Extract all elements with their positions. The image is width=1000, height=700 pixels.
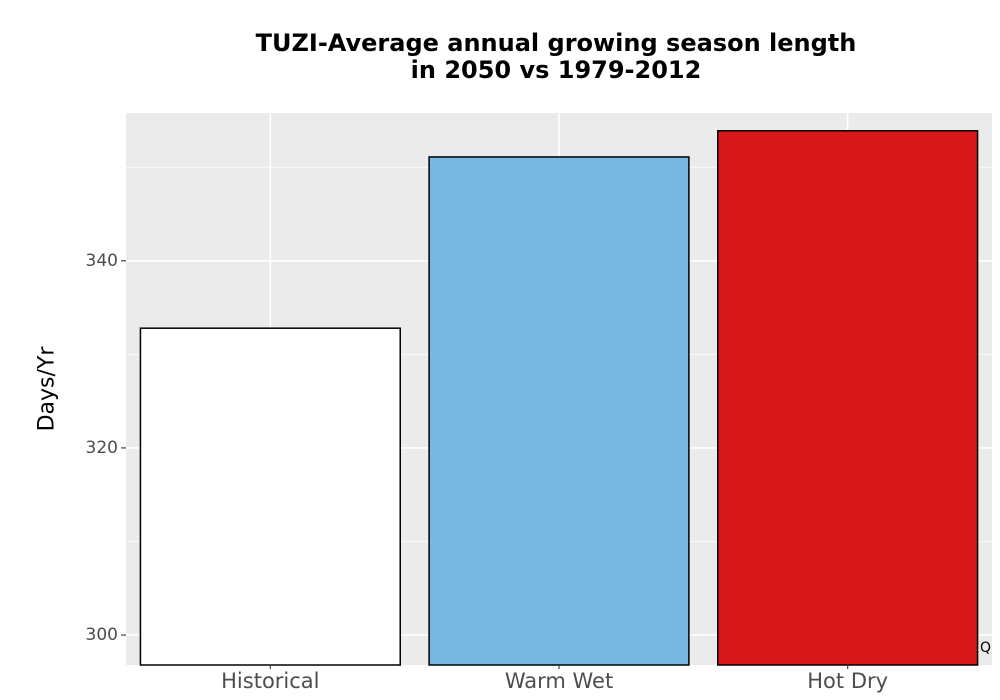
bar-warm-wet [428,156,690,666]
chart-title-line-2: in 2050 vs 1979-2012 [410,56,702,84]
bar-hot-dry [717,130,979,666]
corner-mark: Q [980,640,992,656]
chart-title-line-1: TUZI-Average annual growing season lengt… [255,29,857,57]
y-tick-label: 300 [86,625,118,645]
bar-historical [139,327,401,666]
y-tick-label: 340 [86,251,118,271]
y-tick-label: 320 [86,438,118,458]
chart-title: TUZI-Average annual growing season lengt… [126,30,986,84]
x-tick-label: Warm Wet [505,669,613,693]
x-tick-label: Hot Dry [807,669,888,693]
x-tick-label: Historical [221,669,319,693]
